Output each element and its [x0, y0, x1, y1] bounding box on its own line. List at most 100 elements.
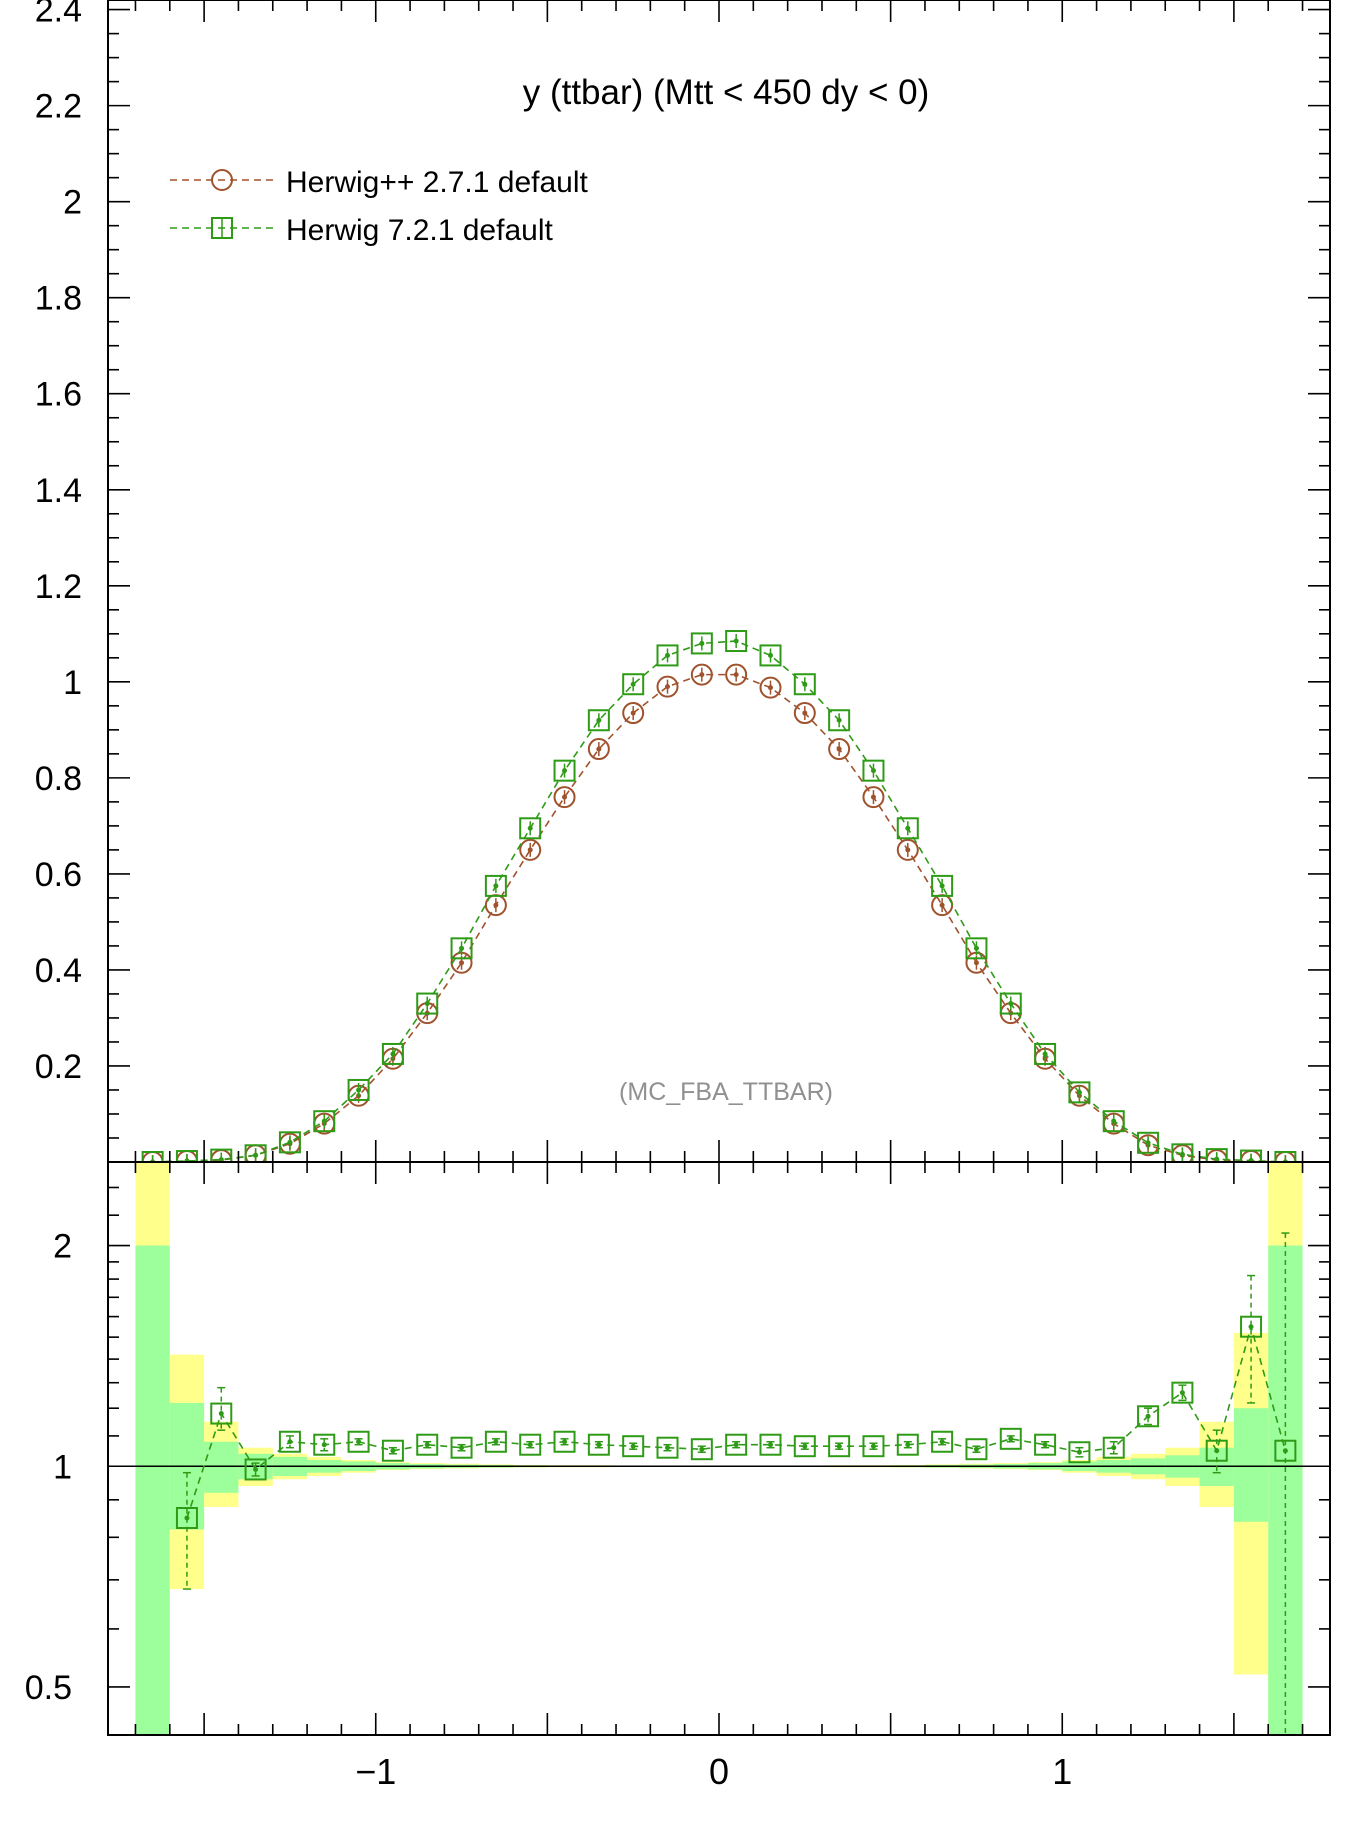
ratio-point-square [931, 1430, 954, 1453]
ratio-point-square [313, 1433, 336, 1456]
data-point-circle [828, 738, 851, 761]
data-point-center [1111, 1118, 1117, 1124]
data-point-center [424, 1001, 430, 1007]
data-point-center [562, 768, 568, 774]
ratio-plot-frame [107, 1161, 1331, 1736]
ratio-point-center [870, 1443, 876, 1449]
data-point-square [793, 673, 816, 696]
data-point-square [656, 644, 679, 667]
data-point-center [596, 717, 602, 723]
data-point-square [1205, 1148, 1228, 1162]
data-point-square [553, 759, 576, 782]
ratio-point-center [390, 1448, 396, 1454]
data-point-square [690, 632, 713, 655]
series-line [152, 673, 1286, 1162]
data-point-center [767, 685, 773, 691]
data-point-circle [862, 786, 885, 809]
ratio-point-square [1171, 1381, 1194, 1404]
ratio-y-tick-labels: 0.5 1 2 [25, 1228, 72, 1707]
data-point-center [1145, 1140, 1151, 1146]
data-point-center [699, 672, 705, 678]
data-point-square [484, 874, 507, 897]
ratio-point-square [1137, 1405, 1160, 1428]
ratio-point-square [1274, 1439, 1297, 1462]
green-band-segment [1233, 1408, 1269, 1522]
data-point-center [939, 883, 945, 889]
ratio-point-center [665, 1445, 671, 1451]
series-line [152, 640, 1286, 1162]
ratio-point-square [965, 1438, 988, 1461]
data-point-circle [793, 702, 816, 725]
data-point-center [321, 1118, 327, 1124]
ratio-point-square [1102, 1436, 1125, 1459]
ratio-y-tick-label: 0.5 [25, 1669, 72, 1707]
data-point-center [870, 794, 876, 800]
ratio-point-center [596, 1442, 602, 1448]
ratio-point-center [356, 1439, 362, 1445]
data-point-center [527, 847, 533, 853]
data-point-circle [690, 663, 713, 686]
ratio-point-square [484, 1430, 507, 1453]
data-point-center [630, 710, 636, 716]
main-y-tick-label: 1.6 [35, 376, 82, 414]
data-point-center [836, 746, 842, 752]
data-point-center [665, 652, 671, 658]
data-point-square [347, 1078, 370, 1101]
legend-circle-marker [211, 169, 233, 191]
data-point-circle [519, 838, 542, 861]
ratio-y-tick-label: 2 [53, 1228, 72, 1266]
ratio-point-square [347, 1430, 370, 1453]
ratio-point-center [218, 1411, 224, 1417]
data-point-circle [587, 738, 610, 761]
data-point-center [733, 638, 739, 644]
ratio-point-square [175, 1507, 198, 1530]
ratio-point-square [278, 1430, 301, 1453]
ratio-point-center [1042, 1442, 1048, 1448]
ratio-point-center [287, 1439, 293, 1445]
analysis-watermark: (MC_FBA_TTBAR) [619, 1078, 833, 1106]
ratio-point-center [1214, 1448, 1220, 1454]
ratio-point-center [699, 1446, 705, 1452]
main-y-tick-label: 2 [63, 184, 82, 222]
data-point-center [973, 945, 979, 951]
ratio-point-center [1111, 1445, 1117, 1451]
ratio-point-center [459, 1445, 465, 1451]
plot-title: y (ttbar) (Mtt < 450 dy < 0) [523, 73, 930, 112]
data-point-square [896, 817, 919, 840]
data-point-square [862, 759, 885, 782]
ratio-point-square [656, 1436, 679, 1459]
ratio-point-center [836, 1443, 842, 1449]
data-point-center [1008, 1001, 1014, 1007]
ratio-point-center [1248, 1324, 1254, 1330]
data-point-square [931, 874, 954, 897]
data-point-center [1214, 1156, 1220, 1162]
data-point-center [1179, 1151, 1185, 1157]
data-point-circle [896, 838, 919, 861]
data-point-center [1042, 1051, 1048, 1057]
legend-entry: Herwig++ 2.7.1 default [170, 166, 589, 199]
ratio-point-square [450, 1436, 473, 1459]
ratio-point-square [210, 1402, 233, 1425]
data-point-square [965, 937, 988, 960]
data-point-square [725, 630, 748, 653]
ratio-point-center [1076, 1449, 1082, 1455]
ratio-point-square [519, 1433, 542, 1456]
data-point-center [665, 684, 671, 690]
data-point-square [1240, 1149, 1263, 1162]
x-tick-label: −1 [355, 1751, 396, 1792]
data-point-center [253, 1152, 259, 1158]
main-y-tick-label: 0.6 [35, 856, 82, 894]
data-point-square [759, 644, 782, 667]
ratio-point-square [1068, 1441, 1091, 1464]
data-point-square [1171, 1143, 1194, 1162]
data-point-square [828, 709, 851, 732]
ratio-point-center [1008, 1436, 1014, 1442]
ratio-point-square [862, 1435, 885, 1458]
ratio-point-square [244, 1458, 267, 1481]
data-point-center [596, 746, 602, 752]
data-point-center [939, 902, 945, 908]
data-point-center [1076, 1089, 1082, 1095]
x-tick-labels: −1 0 1 [355, 1751, 1072, 1792]
data-point-square [1274, 1151, 1297, 1162]
main-y-tick-label: 0.4 [35, 952, 82, 990]
